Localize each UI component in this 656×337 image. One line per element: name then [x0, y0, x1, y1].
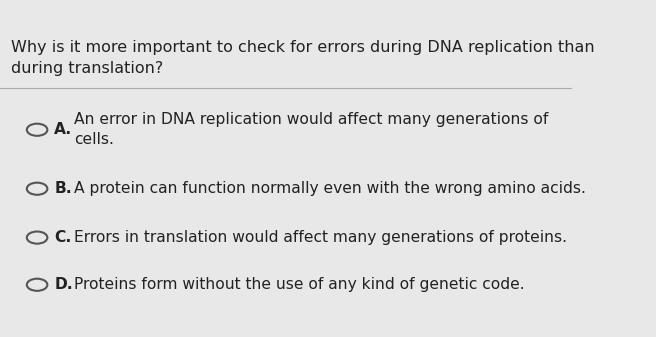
Text: A protein can function normally even with the wrong amino acids.: A protein can function normally even wit…: [74, 181, 586, 196]
Text: Proteins form without the use of any kind of genetic code.: Proteins form without the use of any kin…: [74, 277, 525, 292]
Text: B.: B.: [54, 181, 72, 196]
Text: Errors in translation would affect many generations of proteins.: Errors in translation would affect many …: [74, 230, 567, 245]
Text: D.: D.: [54, 277, 73, 292]
Text: Why is it more important to check for errors during DNA replication than
during : Why is it more important to check for er…: [11, 40, 595, 76]
Text: An error in DNA replication would affect many generations of
cells.: An error in DNA replication would affect…: [74, 112, 548, 147]
Text: A.: A.: [54, 122, 72, 137]
Text: C.: C.: [54, 230, 72, 245]
